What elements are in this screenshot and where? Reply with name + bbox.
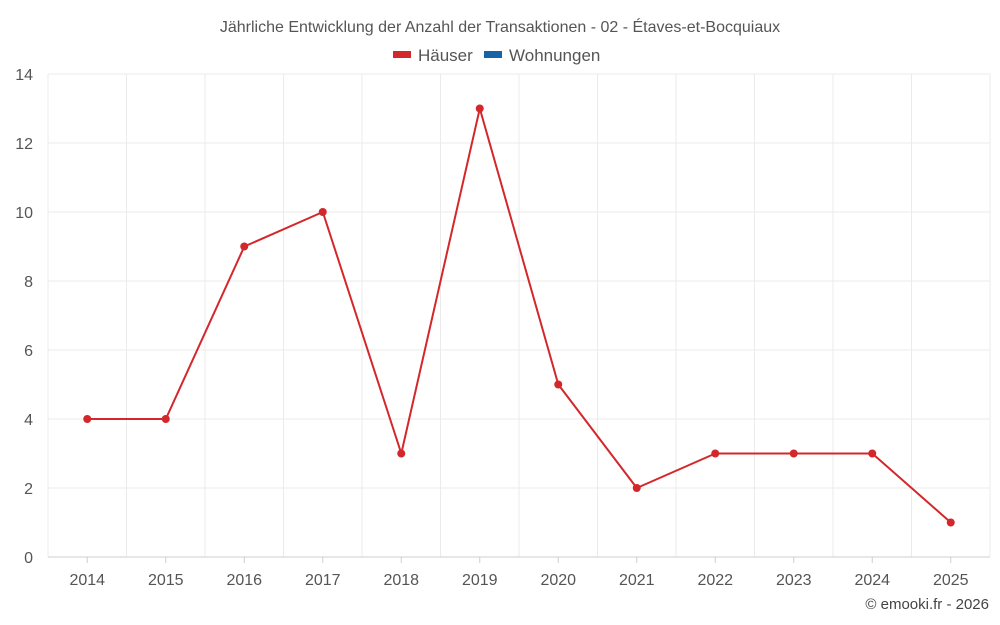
x-tick-label: 2019: [462, 572, 498, 589]
data-point[interactable]: [83, 415, 92, 423]
x-tick-label: 2014: [69, 572, 105, 589]
legend-label-wohnungen[interactable]: Wohnungen: [509, 46, 600, 65]
y-tick-label: 6: [24, 343, 33, 360]
y-tick-label: 10: [15, 205, 33, 222]
data-point[interactable]: [397, 449, 406, 458]
data-point[interactable]: [711, 449, 720, 458]
x-tick-label: 2023: [776, 572, 812, 589]
x-axis-ticks: 2014 2015 2016 2017 2018 2019 2020 2021 2022 2023…: [69, 557, 969, 589]
x-tick-label: 2020: [540, 572, 576, 589]
x-tick-label: 2018: [383, 572, 419, 589]
y-tick-label: 12: [15, 136, 33, 153]
y-tick-label: 4: [24, 412, 33, 429]
x-tick-label: 2022: [697, 572, 733, 589]
x-tick-label: 2021: [619, 572, 655, 589]
legend-swatch-wohnungen[interactable]: [484, 51, 502, 58]
grid: [47, 73, 991, 558]
y-tick-label: 14: [15, 67, 33, 84]
y-tick-label: 2: [24, 481, 33, 498]
data-point[interactable]: [789, 449, 798, 458]
data-point[interactable]: [240, 242, 249, 251]
legend-swatch-haeuser[interactable]: [393, 51, 411, 58]
data-point[interactable]: [868, 449, 877, 458]
data-point[interactable]: [632, 484, 641, 492]
data-point[interactable]: [554, 380, 563, 389]
series-line-0: [87, 107, 952, 524]
data-point[interactable]: [946, 518, 955, 527]
y-tick-label: 8: [24, 274, 33, 291]
y-axis-ticks: 0 2 4 6 8 10 12 14: [15, 67, 33, 567]
x-tick-label: 2024: [854, 572, 890, 589]
x-tick-label: 2015: [148, 572, 184, 589]
x-tick-label: 2016: [226, 572, 262, 589]
y-tick-label: 0: [24, 550, 33, 567]
x-tick-label: 2017: [305, 572, 341, 589]
x-tick-label: 2025: [933, 572, 969, 589]
legend: Häuser Wohnungen: [393, 46, 600, 65]
data-point[interactable]: [161, 415, 170, 423]
data-point[interactable]: [318, 208, 327, 216]
series-haeuser: [83, 104, 955, 527]
data-point[interactable]: [475, 104, 484, 113]
legend-label-haeuser[interactable]: Häuser: [418, 46, 473, 65]
credit-text: © emooki.fr - 2026: [865, 596, 989, 613]
chart-title: Jährliche Entwicklung der Anzahl der Tra…: [220, 17, 780, 36]
